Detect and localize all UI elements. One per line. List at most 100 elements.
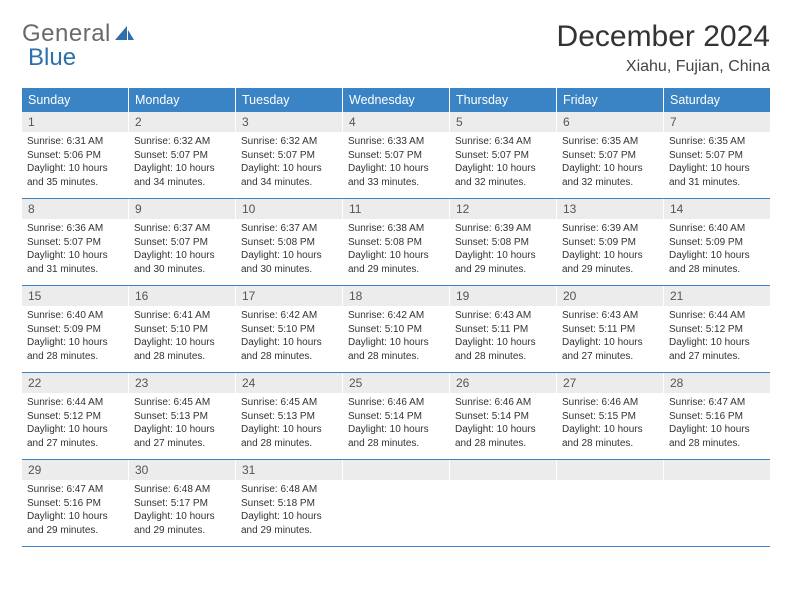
day-cell: 22Sunrise: 6:44 AMSunset: 5:12 PMDayligh… <box>22 373 129 459</box>
day-cell <box>450 460 557 546</box>
sunrise-line: Sunrise: 6:34 AM <box>455 135 551 149</box>
day-number: 12 <box>450 199 556 219</box>
day-cell: 21Sunrise: 6:44 AMSunset: 5:12 PMDayligh… <box>664 286 770 372</box>
weekday-header: Sunday <box>22 88 129 112</box>
day-cell: 2Sunrise: 6:32 AMSunset: 5:07 PMDaylight… <box>129 112 236 198</box>
day-body: Sunrise: 6:31 AMSunset: 5:06 PMDaylight:… <box>22 132 128 194</box>
sunset-line: Sunset: 5:13 PM <box>134 410 230 424</box>
sunrise-line: Sunrise: 6:42 AM <box>348 309 444 323</box>
sunrise-line: Sunrise: 6:37 AM <box>241 222 337 236</box>
day-cell: 11Sunrise: 6:38 AMSunset: 5:08 PMDayligh… <box>343 199 450 285</box>
day-body: Sunrise: 6:43 AMSunset: 5:11 PMDaylight:… <box>450 306 556 368</box>
day-cell: 16Sunrise: 6:41 AMSunset: 5:10 PMDayligh… <box>129 286 236 372</box>
day-number: 24 <box>236 373 342 393</box>
sunset-line: Sunset: 5:07 PM <box>669 149 765 163</box>
sunset-line: Sunset: 5:08 PM <box>455 236 551 250</box>
sunset-line: Sunset: 5:07 PM <box>348 149 444 163</box>
daylight-line: Daylight: 10 hours and 28 minutes. <box>455 423 551 450</box>
day-body: Sunrise: 6:46 AMSunset: 5:14 PMDaylight:… <box>343 393 449 455</box>
daylight-line: Daylight: 10 hours and 29 minutes. <box>455 249 551 276</box>
sunset-line: Sunset: 5:10 PM <box>241 323 337 337</box>
weekday-header-row: SundayMondayTuesdayWednesdayThursdayFrid… <box>22 88 770 112</box>
daylight-line: Daylight: 10 hours and 30 minutes. <box>241 249 337 276</box>
day-body: Sunrise: 6:33 AMSunset: 5:07 PMDaylight:… <box>343 132 449 194</box>
sunset-line: Sunset: 5:07 PM <box>134 236 230 250</box>
day-body: Sunrise: 6:32 AMSunset: 5:07 PMDaylight:… <box>236 132 342 194</box>
day-cell: 7Sunrise: 6:35 AMSunset: 5:07 PMDaylight… <box>664 112 770 198</box>
sunrise-line: Sunrise: 6:44 AM <box>669 309 765 323</box>
day-body: Sunrise: 6:48 AMSunset: 5:17 PMDaylight:… <box>129 480 235 542</box>
day-number: 1 <box>22 112 128 132</box>
day-cell: 6Sunrise: 6:35 AMSunset: 5:07 PMDaylight… <box>557 112 664 198</box>
day-number: 18 <box>343 286 449 306</box>
sunrise-line: Sunrise: 6:47 AM <box>27 483 123 497</box>
day-body: Sunrise: 6:44 AMSunset: 5:12 PMDaylight:… <box>664 306 770 368</box>
sail-icon <box>113 24 135 44</box>
day-cell: 1Sunrise: 6:31 AMSunset: 5:06 PMDaylight… <box>22 112 129 198</box>
day-number: 15 <box>22 286 128 306</box>
weekday-header: Friday <box>557 88 664 112</box>
day-body: Sunrise: 6:45 AMSunset: 5:13 PMDaylight:… <box>129 393 235 455</box>
day-number: 22 <box>22 373 128 393</box>
day-number: 23 <box>129 373 235 393</box>
day-body: Sunrise: 6:44 AMSunset: 5:12 PMDaylight:… <box>22 393 128 455</box>
daylight-line: Daylight: 10 hours and 27 minutes. <box>134 423 230 450</box>
day-body: Sunrise: 6:39 AMSunset: 5:08 PMDaylight:… <box>450 219 556 281</box>
sunrise-line: Sunrise: 6:42 AM <box>241 309 337 323</box>
month-title: December 2024 <box>557 20 770 54</box>
day-number: 31 <box>236 460 342 480</box>
daylight-line: Daylight: 10 hours and 27 minutes. <box>669 336 765 363</box>
sunset-line: Sunset: 5:12 PM <box>27 410 123 424</box>
daylight-line: Daylight: 10 hours and 34 minutes. <box>241 162 337 189</box>
day-number: 21 <box>664 286 770 306</box>
day-number-empty <box>664 460 770 480</box>
day-number: 30 <box>129 460 235 480</box>
day-cell: 3Sunrise: 6:32 AMSunset: 5:07 PMDaylight… <box>236 112 343 198</box>
sunrise-line: Sunrise: 6:38 AM <box>348 222 444 236</box>
day-number: 8 <box>22 199 128 219</box>
sunrise-line: Sunrise: 6:32 AM <box>241 135 337 149</box>
sunrise-line: Sunrise: 6:46 AM <box>562 396 658 410</box>
sunrise-line: Sunrise: 6:45 AM <box>241 396 337 410</box>
calendar-grid: SundayMondayTuesdayWednesdayThursdayFrid… <box>22 88 770 547</box>
sunset-line: Sunset: 5:08 PM <box>348 236 444 250</box>
sunrise-line: Sunrise: 6:46 AM <box>455 396 551 410</box>
day-cell: 5Sunrise: 6:34 AMSunset: 5:07 PMDaylight… <box>450 112 557 198</box>
day-number: 16 <box>129 286 235 306</box>
sunrise-line: Sunrise: 6:35 AM <box>562 135 658 149</box>
daylight-line: Daylight: 10 hours and 28 minutes. <box>134 336 230 363</box>
day-number: 4 <box>343 112 449 132</box>
day-cell: 4Sunrise: 6:33 AMSunset: 5:07 PMDaylight… <box>343 112 450 198</box>
day-cell: 31Sunrise: 6:48 AMSunset: 5:18 PMDayligh… <box>236 460 343 546</box>
sunset-line: Sunset: 5:07 PM <box>27 236 123 250</box>
sunrise-line: Sunrise: 6:32 AM <box>134 135 230 149</box>
sunrise-line: Sunrise: 6:43 AM <box>455 309 551 323</box>
sunset-line: Sunset: 5:09 PM <box>669 236 765 250</box>
sunrise-line: Sunrise: 6:39 AM <box>455 222 551 236</box>
page-header: General December 2024 Xiahu, Fujian, Chi… <box>22 20 770 76</box>
sunset-line: Sunset: 5:18 PM <box>241 497 337 511</box>
sunset-line: Sunset: 5:08 PM <box>241 236 337 250</box>
day-body: Sunrise: 6:36 AMSunset: 5:07 PMDaylight:… <box>22 219 128 281</box>
daylight-line: Daylight: 10 hours and 34 minutes. <box>134 162 230 189</box>
day-number-empty <box>557 460 663 480</box>
day-number: 29 <box>22 460 128 480</box>
sunset-line: Sunset: 5:12 PM <box>669 323 765 337</box>
day-body: Sunrise: 6:41 AMSunset: 5:10 PMDaylight:… <box>129 306 235 368</box>
day-body: Sunrise: 6:46 AMSunset: 5:15 PMDaylight:… <box>557 393 663 455</box>
day-cell: 27Sunrise: 6:46 AMSunset: 5:15 PMDayligh… <box>557 373 664 459</box>
sunrise-line: Sunrise: 6:35 AM <box>669 135 765 149</box>
day-number: 27 <box>557 373 663 393</box>
sunset-line: Sunset: 5:14 PM <box>348 410 444 424</box>
daylight-line: Daylight: 10 hours and 28 minutes. <box>669 249 765 276</box>
day-number: 19 <box>450 286 556 306</box>
daylight-line: Daylight: 10 hours and 31 minutes. <box>27 249 123 276</box>
daylight-line: Daylight: 10 hours and 29 minutes. <box>27 510 123 537</box>
sunset-line: Sunset: 5:11 PM <box>455 323 551 337</box>
sunrise-line: Sunrise: 6:36 AM <box>27 222 123 236</box>
day-body: Sunrise: 6:42 AMSunset: 5:10 PMDaylight:… <box>343 306 449 368</box>
day-number: 13 <box>557 199 663 219</box>
daylight-line: Daylight: 10 hours and 28 minutes. <box>669 423 765 450</box>
day-cell: 23Sunrise: 6:45 AMSunset: 5:13 PMDayligh… <box>129 373 236 459</box>
sunrise-line: Sunrise: 6:47 AM <box>669 396 765 410</box>
